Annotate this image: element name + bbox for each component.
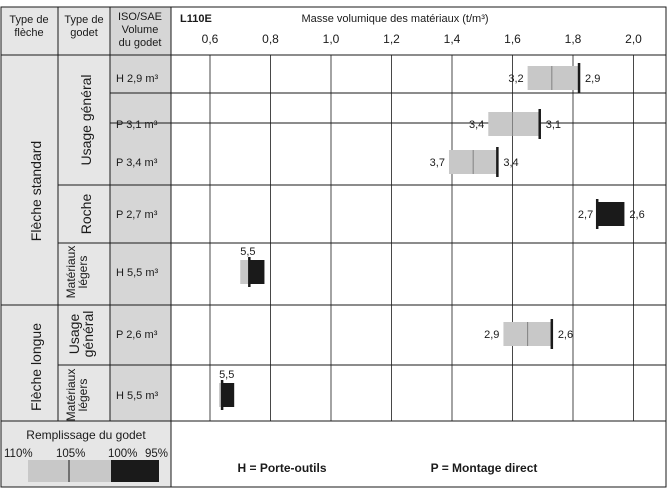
bar-fill-100-95 xyxy=(249,260,265,284)
axis-title: Masse volumique des matériaux (t/m³) xyxy=(301,13,488,25)
header-iso-sae: ISO/SAE xyxy=(118,11,162,23)
legend-black-bar xyxy=(111,460,159,482)
header-du-godet: du godet xyxy=(119,37,162,49)
x-tick-label: 1,4 xyxy=(444,32,461,46)
bar-right-value-label: 3,4 xyxy=(503,157,518,169)
x-tick-label: 1,2 xyxy=(383,32,400,46)
row-volume-label: P 3,4 m³ xyxy=(116,157,158,169)
legend-h-note: H = Porte-outils xyxy=(237,461,326,475)
header-volume: Volume xyxy=(122,24,159,36)
bucket-type-general-long: Usagegénéral xyxy=(66,311,96,358)
bar-left-value-label: 5,5 xyxy=(219,369,234,381)
bar-fill-100-95 xyxy=(597,202,625,226)
header-boom-type: Type de flèche xyxy=(9,14,48,39)
legend-p-note: P = Montage direct xyxy=(431,461,538,475)
row-labels: H 2,9 m³ P 3,1 m³ P 3,4 m³ P 2,7 m³ H 5,5 m³… xyxy=(116,73,159,402)
x-tick-label: 1,6 xyxy=(504,32,521,46)
boom-type-long: Flèche longue xyxy=(28,323,44,411)
row-volume-label: P 2,7 m³ xyxy=(116,209,158,221)
bar-left-value-label: 3,4 xyxy=(469,119,484,131)
row-volume-label: H 5,5 m³ xyxy=(116,267,159,279)
bar-left-value-label: 5,5 xyxy=(240,246,255,258)
bucket-type-light-1: Matériauxlégers xyxy=(64,246,90,299)
plot-background xyxy=(171,7,666,487)
bar-fill-110-100 xyxy=(488,112,540,136)
bar-fill-100-95 xyxy=(222,383,235,407)
bar-right-value-label: 2,9 xyxy=(585,73,600,85)
bar-left-value-label: 2,9 xyxy=(484,329,499,341)
bucket-type-rock: Roche xyxy=(78,194,94,235)
bar-fill-105-100 xyxy=(240,260,250,284)
bar-left-value-label: 2,7 xyxy=(578,209,593,221)
bar-left-value-label: 3,7 xyxy=(430,157,445,169)
row-volume-label: P 2,6 m³ xyxy=(116,329,158,341)
legend-title: Remplissage du godet xyxy=(26,428,146,442)
bar-left-value-label: 3,2 xyxy=(508,73,523,85)
bar-fill-110-100 xyxy=(527,66,580,90)
outer-border xyxy=(0,6,667,488)
bar-fill-105-100 xyxy=(219,383,223,407)
boom-type-standard: Flèche standard xyxy=(28,141,44,241)
legend-label-95: 95% xyxy=(145,448,168,460)
header-bucket-type: Type de godet xyxy=(64,14,103,39)
legend-label-110: 110% xyxy=(4,448,33,460)
bar-right-value-label: 2,6 xyxy=(558,329,573,341)
model-label: L110E xyxy=(180,13,212,25)
x-tick-label: 0,8 xyxy=(262,32,279,46)
axis-title-main: Masse volumique des matériaux (t/m³) xyxy=(301,13,488,25)
x-tick-label: 2,0 xyxy=(625,32,642,46)
bars: 3,2 2,9 3,4 3,1 3,7 3,4 2,7 2,6 5,5 2,9 2,6 5,5 xyxy=(219,63,645,410)
row-volume-label: P 3,1 m³ xyxy=(116,119,158,131)
legend-label-105: 105% xyxy=(56,448,85,460)
x-tick-label: 1,0 xyxy=(323,32,340,46)
bar-right-value-label: 3,1 xyxy=(546,119,561,131)
x-tick-label: 1,8 xyxy=(565,32,582,46)
row-volume-label: H 2,9 m³ xyxy=(116,73,159,85)
gridlines xyxy=(209,55,634,421)
bar-right-value-label: 2,6 xyxy=(629,209,644,221)
table-structure xyxy=(0,6,667,488)
x-tick-labels: 0,6 0,8 1,0 1,2 1,4 1,6 1,8 2,0 xyxy=(202,32,643,46)
x-tick-label: 0,6 xyxy=(202,32,219,46)
volume-column-background xyxy=(110,7,171,421)
row-volume-label: H 5,5 m³ xyxy=(116,390,159,402)
bucket-type-general: Usage général xyxy=(78,74,94,165)
bucket-type-light-2: Matériauxlégers xyxy=(64,369,90,422)
legend-label-100: 100% xyxy=(108,448,137,460)
